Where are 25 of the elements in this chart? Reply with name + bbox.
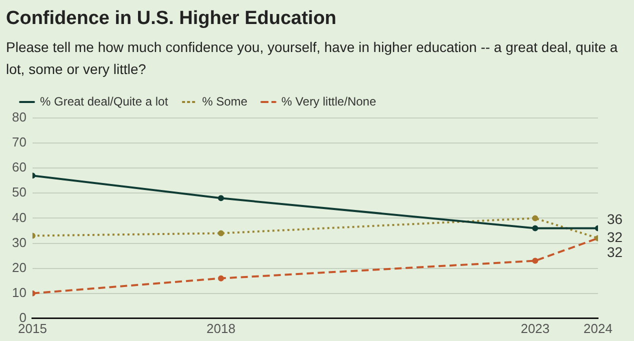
y-tick-label: 30 (12, 234, 26, 250)
x-tick-label: 2023 (520, 320, 550, 336)
data-label: 32 (607, 244, 623, 260)
y-tick-label: 70 (12, 134, 26, 150)
point (218, 230, 224, 236)
legend-label: % Some (202, 94, 248, 108)
data-label: 32 (607, 229, 623, 246)
legend-label: % Great deal/Quite a lot (40, 94, 169, 108)
chart-subtitle: Please tell me how much confidence you, yourself, have in higher education -- a great deal, quite a lot, some or very little? (6, 38, 619, 79)
x-tick-label: 2024 (584, 320, 612, 336)
y-tick-label: 10 (12, 284, 26, 300)
y-tick-label: 50 (12, 184, 26, 200)
point (532, 258, 538, 264)
y-tick-label: 60 (12, 160, 26, 175)
point (532, 225, 538, 232)
x-tick-label: 2018 (206, 320, 236, 336)
data-label: 36 (607, 211, 623, 228)
y-tick-label: 80 (12, 110, 26, 125)
point (218, 275, 224, 282)
y-tick-label: 20 (12, 260, 26, 275)
chart-title: Confidence in U.S. Higher Education (6, 8, 338, 30)
point (532, 215, 538, 222)
legend-label: % Very little/None (281, 94, 376, 108)
point (218, 195, 224, 202)
y-tick-label: 40 (12, 210, 26, 225)
